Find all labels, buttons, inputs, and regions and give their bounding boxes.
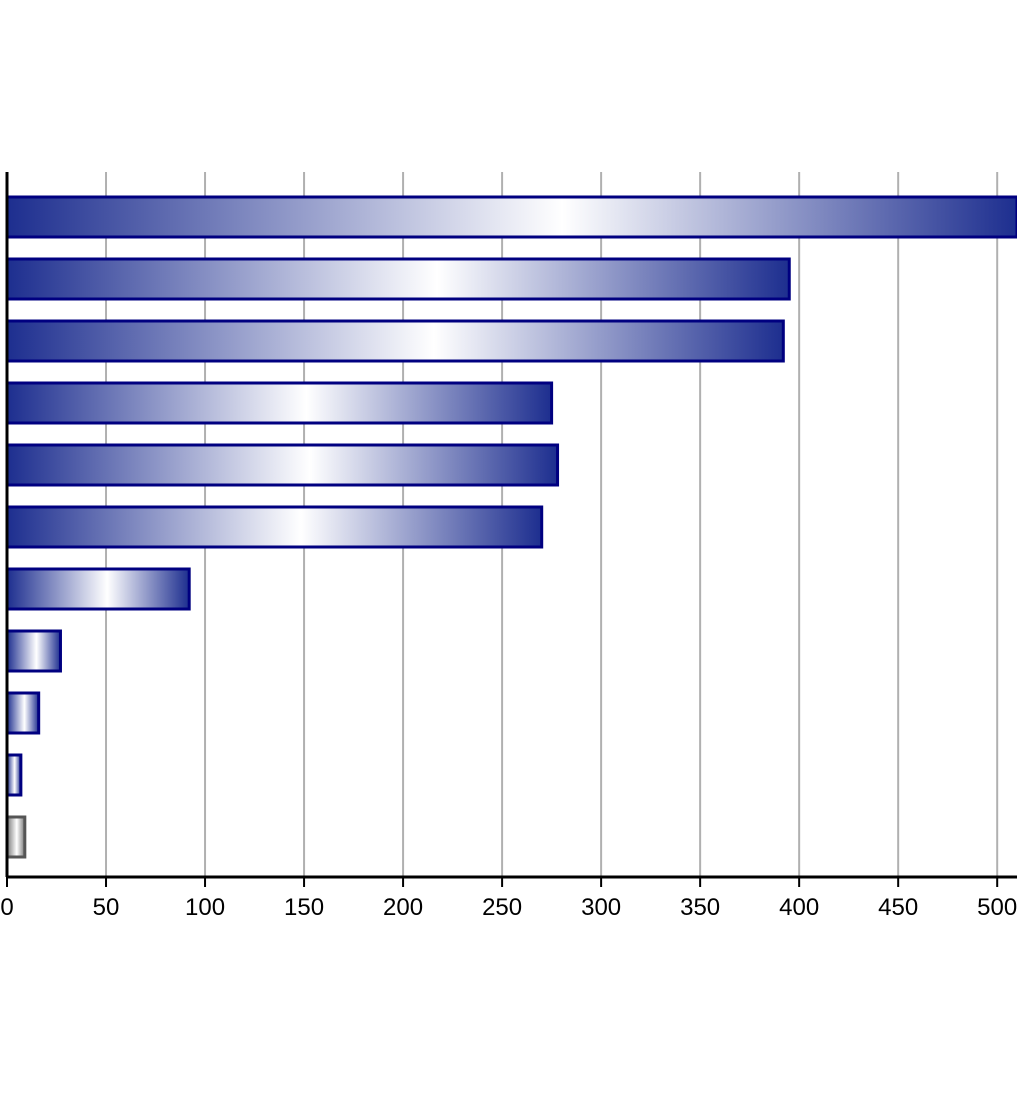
x-tick-label: 100: [185, 894, 225, 921]
bar: [7, 693, 39, 733]
bar: [7, 755, 21, 795]
x-tick-label: 250: [482, 894, 522, 921]
bar-chart: 0 50 100 150 200 250 300 350 400 450 500: [0, 0, 1024, 1114]
bar: [7, 507, 542, 547]
x-tick-label: 150: [284, 894, 324, 921]
bar: [7, 383, 552, 423]
x-tick-label: 50: [93, 894, 120, 921]
x-tick-label: 500: [977, 894, 1017, 921]
bar: [7, 445, 558, 485]
x-tick-label: 400: [779, 894, 819, 921]
x-ticks: 0 50 100 150 200 250 300 350 400 450 500: [0, 877, 1017, 921]
x-tick-label: 350: [680, 894, 720, 921]
bar: [7, 321, 783, 361]
bar: [7, 197, 1017, 237]
bars-group: [7, 197, 1017, 857]
bar: [7, 259, 789, 299]
bar: [7, 631, 60, 671]
x-tick-label: 300: [581, 894, 621, 921]
x-tick-label: 200: [383, 894, 423, 921]
chart-container: 0 50 100 150 200 250 300 350 400 450 500: [0, 0, 1024, 1114]
x-tick-label: 450: [878, 894, 918, 921]
bar: [7, 817, 25, 857]
bar: [7, 569, 189, 609]
x-tick-label: 0: [0, 894, 13, 921]
